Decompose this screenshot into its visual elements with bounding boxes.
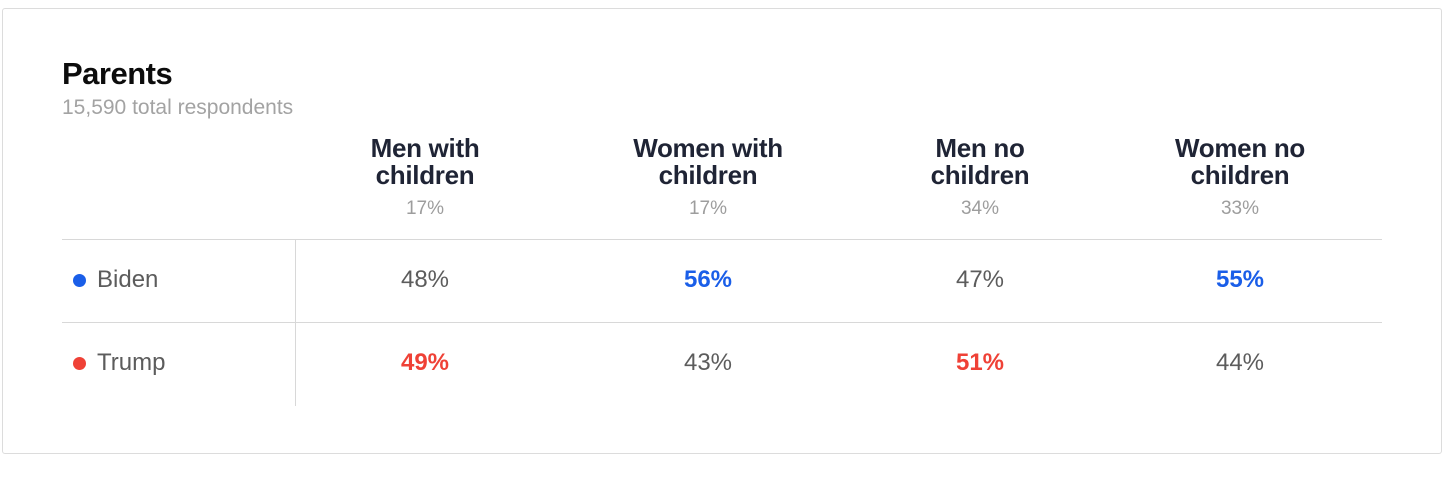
row-label-biden: Biden: [73, 260, 158, 300]
value-cell: 56%: [683, 266, 733, 293]
column-share: 17%: [405, 198, 445, 219]
column-label-line: children: [658, 160, 758, 190]
legend-dot-icon: [73, 273, 86, 287]
column-label: Women no children: [1120, 135, 1360, 189]
column-label-line: Men no: [935, 133, 1025, 163]
value-cell: 43%: [683, 349, 733, 376]
value-cell: 49%: [400, 349, 450, 376]
column-share: 17%: [688, 198, 728, 219]
legend-dot-icon: [73, 356, 86, 370]
value-cell: 55%: [1215, 266, 1265, 293]
column-share: 34%: [960, 198, 1000, 219]
column-header: Men with children 17%: [305, 135, 545, 220]
chart-title: Parents: [62, 56, 173, 91]
value-cell: 44%: [1215, 349, 1265, 376]
column-header: Women no children 33%: [1120, 135, 1360, 220]
column-label-line: children: [375, 160, 475, 190]
column-header: Men no children 34%: [860, 135, 1100, 220]
column-label: Men no children: [860, 135, 1100, 189]
header-divider: [62, 239, 1382, 240]
column-label-line: children: [930, 160, 1030, 190]
column-label-line: Women no: [1175, 133, 1305, 163]
row-label-trump: Trump: [73, 343, 165, 383]
column-label-line: Women with: [633, 133, 783, 163]
results-card: [2, 8, 1442, 454]
row-divider: [62, 322, 1382, 323]
series-name: Trump: [97, 349, 166, 376]
value-cell: 47%: [955, 266, 1005, 293]
column-label-line: children: [1190, 160, 1290, 190]
column-header: Women with children 17%: [588, 135, 828, 220]
column-label: Men with children: [305, 135, 545, 189]
value-cell: 51%: [955, 349, 1005, 376]
chart-subtitle: 15,590 total respondents: [62, 96, 294, 119]
label-column-divider: [295, 240, 296, 406]
column-label: Women with children: [588, 135, 828, 189]
column-label-line: Men with: [370, 133, 480, 163]
series-name: Biden: [97, 266, 159, 293]
column-share: 33%: [1220, 198, 1260, 219]
value-cell: 48%: [400, 266, 450, 293]
